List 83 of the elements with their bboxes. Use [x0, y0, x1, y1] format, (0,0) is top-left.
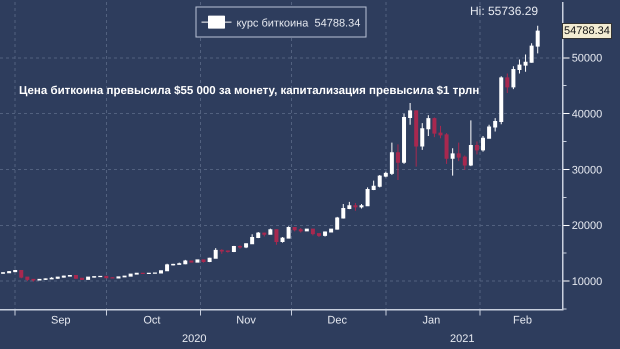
candlestick	[323, 230, 328, 237]
candlestick	[292, 226, 297, 232]
y-tick-label: 10000	[572, 276, 602, 288]
candlestick	[408, 102, 412, 126]
candlestick	[122, 275, 127, 278]
candlestick	[530, 42, 534, 64]
candlestick	[456, 142, 461, 162]
candlestick	[286, 226, 291, 240]
candlestick	[214, 248, 218, 260]
candlestick	[128, 273, 133, 277]
y-tick-label: 30000	[572, 164, 602, 176]
candlestick	[420, 122, 424, 150]
annotation: 54788.34	[564, 25, 610, 37]
candlestick	[402, 113, 406, 164]
candlestick	[274, 228, 278, 246]
candlestick	[353, 202, 358, 212]
candlestick	[177, 262, 182, 266]
x-tick-label: Dec	[327, 314, 348, 327]
candlestick	[86, 276, 90, 280]
candlestick	[25, 276, 30, 282]
candlestick	[56, 276, 60, 280]
candlestick	[432, 117, 436, 138]
candlestick	[517, 58, 522, 74]
candlestick	[74, 275, 78, 280]
candlestick	[165, 263, 170, 272]
y-tick-label: 20000	[572, 220, 602, 232]
candlestick	[487, 124, 492, 140]
candlestick	[208, 257, 212, 263]
candlestick	[1, 272, 6, 274]
candlestick	[31, 278, 36, 282]
text: 2020	[182, 333, 206, 345]
candlestick	[366, 186, 370, 207]
candlestick	[310, 228, 315, 236]
candlestick	[250, 234, 254, 245]
candlestick	[220, 248, 224, 254]
candlestick	[378, 174, 382, 188]
y-tick-label: 50000	[572, 52, 602, 65]
candlestick	[536, 25, 540, 54]
candlestick	[232, 245, 236, 253]
candlestick	[341, 204, 346, 220]
candlestick	[347, 201, 352, 210]
x-tick-label: Oct	[143, 314, 160, 327]
candlestick	[462, 155, 467, 171]
candlestick	[474, 141, 479, 155]
y-tick-label: 40000	[572, 108, 602, 120]
candlestick	[280, 236, 285, 244]
candlestick	[396, 144, 400, 181]
candlestick	[262, 232, 266, 237]
candlestick	[335, 216, 340, 230]
text: 2021	[450, 333, 474, 345]
candlestick	[372, 180, 376, 191]
x-tick-label: Jan	[422, 314, 440, 327]
candlestick	[50, 276, 54, 280]
candlestick	[19, 270, 24, 279]
candlestick	[511, 66, 516, 90]
candlestick	[360, 204, 364, 210]
candlestick	[316, 232, 321, 238]
candlestick	[304, 228, 309, 232]
candlestick	[505, 72, 510, 94]
legend-label: курс биткоина 54788.34	[236, 17, 360, 30]
candlestick	[450, 148, 455, 176]
candlestick	[414, 110, 418, 168]
candlestick	[481, 135, 485, 152]
candlestick	[268, 228, 272, 236]
text: Цена биткоина превысила $55 000 за монету, капитализация превысила $1 трлн	[19, 85, 480, 97]
x-tick-label: Feb	[513, 314, 532, 327]
candlestick	[493, 118, 498, 132]
candlestick	[390, 142, 394, 176]
x-tick-label: Sep	[50, 314, 71, 327]
candlestick	[244, 242, 248, 249]
candlestick	[298, 228, 303, 234]
candlestick	[468, 120, 473, 167]
candlestick	[183, 259, 188, 265]
candlestick	[426, 114, 430, 136]
candlestick	[384, 171, 388, 178]
annotation: Hi: 55736.29	[470, 4, 538, 18]
candlestick	[524, 54, 528, 72]
candlestick	[329, 228, 334, 234]
candlestick	[438, 125, 442, 139]
candlestick	[256, 231, 260, 239]
candlestick	[238, 244, 242, 250]
candlestick	[444, 132, 449, 164]
x-tick-label: Nov	[236, 314, 256, 327]
